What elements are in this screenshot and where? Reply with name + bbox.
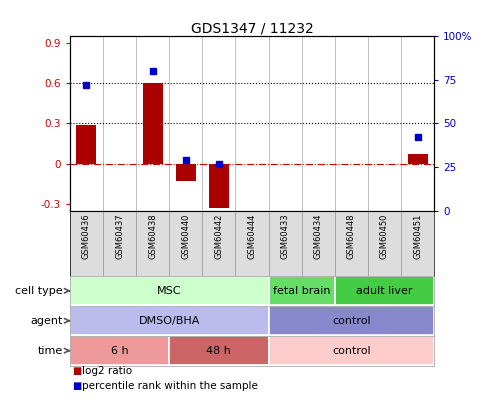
FancyBboxPatch shape [70,277,268,305]
Text: GSM60440: GSM60440 [181,214,190,259]
Text: DMSO/BHA: DMSO/BHA [139,316,200,326]
FancyBboxPatch shape [268,277,335,305]
Text: GSM60437: GSM60437 [115,214,124,260]
Text: log2 ratio: log2 ratio [82,366,132,375]
FancyBboxPatch shape [103,211,136,276]
Text: MSC: MSC [157,286,182,296]
Text: control: control [332,345,371,356]
FancyBboxPatch shape [169,211,202,276]
FancyBboxPatch shape [70,211,103,276]
Text: fetal brain: fetal brain [273,286,330,296]
FancyBboxPatch shape [368,211,401,276]
Text: GSM60434: GSM60434 [314,214,323,259]
Text: GSM60442: GSM60442 [215,214,224,259]
FancyBboxPatch shape [202,211,236,276]
Bar [408,154,428,164]
FancyBboxPatch shape [70,336,169,365]
Bar [143,83,163,164]
FancyBboxPatch shape [302,211,335,276]
FancyBboxPatch shape [335,277,434,305]
Text: control: control [332,316,371,326]
Text: time: time [37,345,62,356]
Text: ■: ■ [72,381,82,391]
FancyBboxPatch shape [268,336,434,365]
FancyBboxPatch shape [268,211,302,276]
Title: GDS1347 / 11232: GDS1347 / 11232 [191,21,313,35]
Bar [76,125,96,164]
Text: GSM60433: GSM60433 [280,214,289,260]
Text: cell type: cell type [15,286,62,296]
Text: ■: ■ [72,366,82,375]
Bar [209,164,229,208]
Text: agent: agent [30,316,62,326]
Text: GSM60438: GSM60438 [148,214,157,260]
Text: adult liver: adult liver [356,286,413,296]
Text: GSM60436: GSM60436 [82,214,91,260]
FancyBboxPatch shape [335,211,368,276]
Text: GSM60444: GSM60444 [248,214,256,259]
Text: GSM60448: GSM60448 [347,214,356,259]
Text: 48 h: 48 h [207,345,232,356]
FancyBboxPatch shape [268,306,434,335]
FancyBboxPatch shape [401,211,434,276]
Text: percentile rank within the sample: percentile rank within the sample [82,381,258,391]
FancyBboxPatch shape [70,306,268,335]
FancyBboxPatch shape [169,336,268,365]
FancyBboxPatch shape [136,211,169,276]
Bar [176,164,196,181]
Text: GSM60451: GSM60451 [413,214,422,259]
Text: GSM60450: GSM60450 [380,214,389,259]
Text: 6 h: 6 h [111,345,128,356]
FancyBboxPatch shape [236,211,268,276]
